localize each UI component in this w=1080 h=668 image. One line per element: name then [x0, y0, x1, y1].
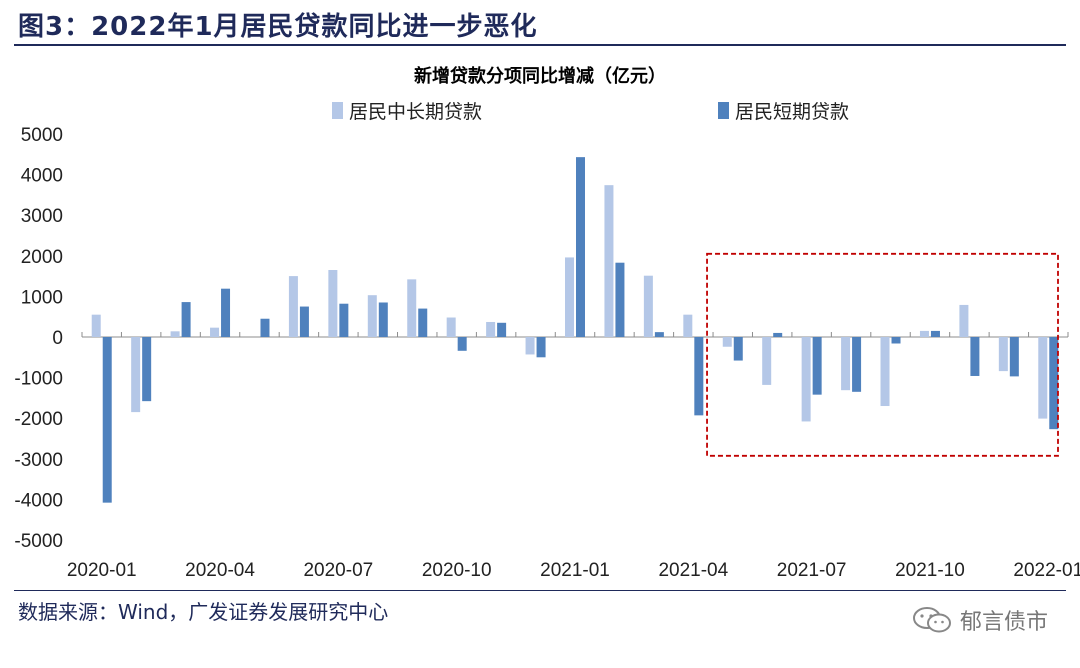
data-source-note: 数据来源：Wind，广发证券发展研究中心: [18, 600, 389, 624]
bar-long-term-loan: [407, 279, 417, 337]
bar-short-term-loan: [142, 337, 152, 402]
bar-short-term-loan: [102, 337, 112, 503]
y-tick-label: 1000: [21, 287, 63, 308]
bar-short-term-loan: [615, 262, 625, 337]
footer-divider: [14, 590, 1066, 591]
bar-long-term-loan: [919, 330, 929, 337]
bar-short-term-loan: [654, 332, 664, 337]
bar-short-term-loan: [891, 337, 901, 344]
x-tick-label: 2020-01: [67, 560, 137, 581]
bar-long-term-loan: [170, 331, 180, 337]
x-tick-label: 2021-01: [540, 560, 610, 581]
x-tick-label: 2021-10: [895, 560, 965, 581]
brand-watermark: 郁言债市: [912, 604, 1048, 636]
x-tick-label: 2020-07: [303, 560, 373, 581]
bar-long-term-loan: [841, 337, 851, 391]
y-tick-label: -3000: [14, 450, 63, 471]
bar-long-term-loan: [722, 337, 732, 347]
bar-short-term-loan: [418, 308, 428, 337]
bar-short-term-loan: [536, 337, 546, 358]
wechat-icon: [912, 607, 951, 633]
bar-long-term-loan: [998, 337, 1008, 372]
bar-short-term-loan: [970, 337, 980, 376]
bar-long-term-loan: [801, 337, 811, 422]
bar-long-term-loan: [762, 337, 772, 385]
legend-item-long-term: 居民中长期贷款: [332, 97, 482, 124]
chart-legend: 居民中长期贷款 居民短期贷款: [0, 97, 1080, 127]
x-tick-label: 2020-04: [185, 560, 255, 581]
bar-short-term-loan: [930, 330, 940, 337]
y-tick-label: 4000: [21, 166, 63, 187]
y-tick-label: -2000: [14, 409, 63, 430]
bar-long-term-loan: [604, 185, 614, 337]
figure-title: 图3：2022年1月居民贷款同比进一步恶化: [18, 12, 538, 42]
bar-short-term-loan: [576, 157, 585, 337]
bar-short-term-loan: [378, 302, 388, 337]
y-tick-label: 2000: [21, 247, 63, 268]
legend-label-long-term: 居民中长期贷款: [349, 101, 483, 123]
legend-label-short-term: 居民短期贷款: [735, 101, 850, 123]
chart-title: 新增贷款分项同比增减（亿元）: [414, 66, 666, 87]
y-tick-label: 5000: [21, 125, 63, 146]
bar-long-term-loan: [131, 337, 141, 413]
bar-long-term-loan: [525, 337, 535, 355]
bar-long-term-loan: [880, 337, 890, 407]
bar-short-term-loan: [457, 337, 467, 351]
legend-item-short-term: 居民短期贷款: [718, 97, 849, 124]
bar-long-term-loan: [1038, 337, 1048, 419]
bar-short-term-loan: [497, 322, 507, 337]
brand-name: 郁言债市: [959, 610, 1048, 635]
bar-long-term-loan: [643, 275, 653, 337]
bar-long-term-loan: [210, 327, 220, 337]
legend-swatch-short-term: [718, 102, 729, 119]
bar-short-term-loan: [812, 337, 822, 395]
bar-short-term-loan: [299, 306, 309, 337]
bar-short-term-loan: [260, 318, 270, 337]
bar-short-term-loan: [694, 337, 704, 416]
legend-swatch-long-term: [332, 102, 343, 119]
highlight-box: [706, 252, 1059, 457]
y-tick-label: -4000: [14, 490, 63, 511]
bar-long-term-loan: [565, 257, 574, 337]
bar-short-term-loan: [221, 288, 231, 337]
bar-long-term-loan: [367, 295, 377, 337]
x-tick-label: 2021-04: [658, 560, 728, 581]
bar-short-term-loan: [1009, 337, 1019, 377]
bar-long-term-loan: [486, 321, 496, 337]
bar-long-term-loan: [91, 314, 101, 337]
bar-long-term-loan: [959, 304, 969, 337]
bar-short-term-loan: [1049, 337, 1059, 430]
bar-short-term-loan: [339, 303, 349, 337]
bar-long-term-loan: [288, 276, 298, 337]
bar-long-term-loan: [328, 270, 338, 337]
bar-short-term-loan: [773, 332, 783, 337]
title-divider: [14, 44, 1066, 46]
x-tick-label: 2021-07: [777, 560, 847, 581]
bar-short-term-loan: [733, 337, 743, 361]
bar-long-term-loan: [446, 317, 456, 337]
y-tick-label: 0: [52, 328, 63, 349]
bar-short-term-loan: [852, 337, 862, 392]
y-tick-label: 3000: [21, 206, 63, 227]
y-tick-label: -5000: [14, 531, 63, 552]
x-tick-label: 2022-01: [1013, 560, 1080, 581]
y-tick-label: -1000: [14, 369, 63, 390]
bar-short-term-loan: [181, 302, 191, 337]
bar-long-term-loan: [683, 314, 693, 337]
x-tick-label: 2020-10: [422, 560, 492, 581]
